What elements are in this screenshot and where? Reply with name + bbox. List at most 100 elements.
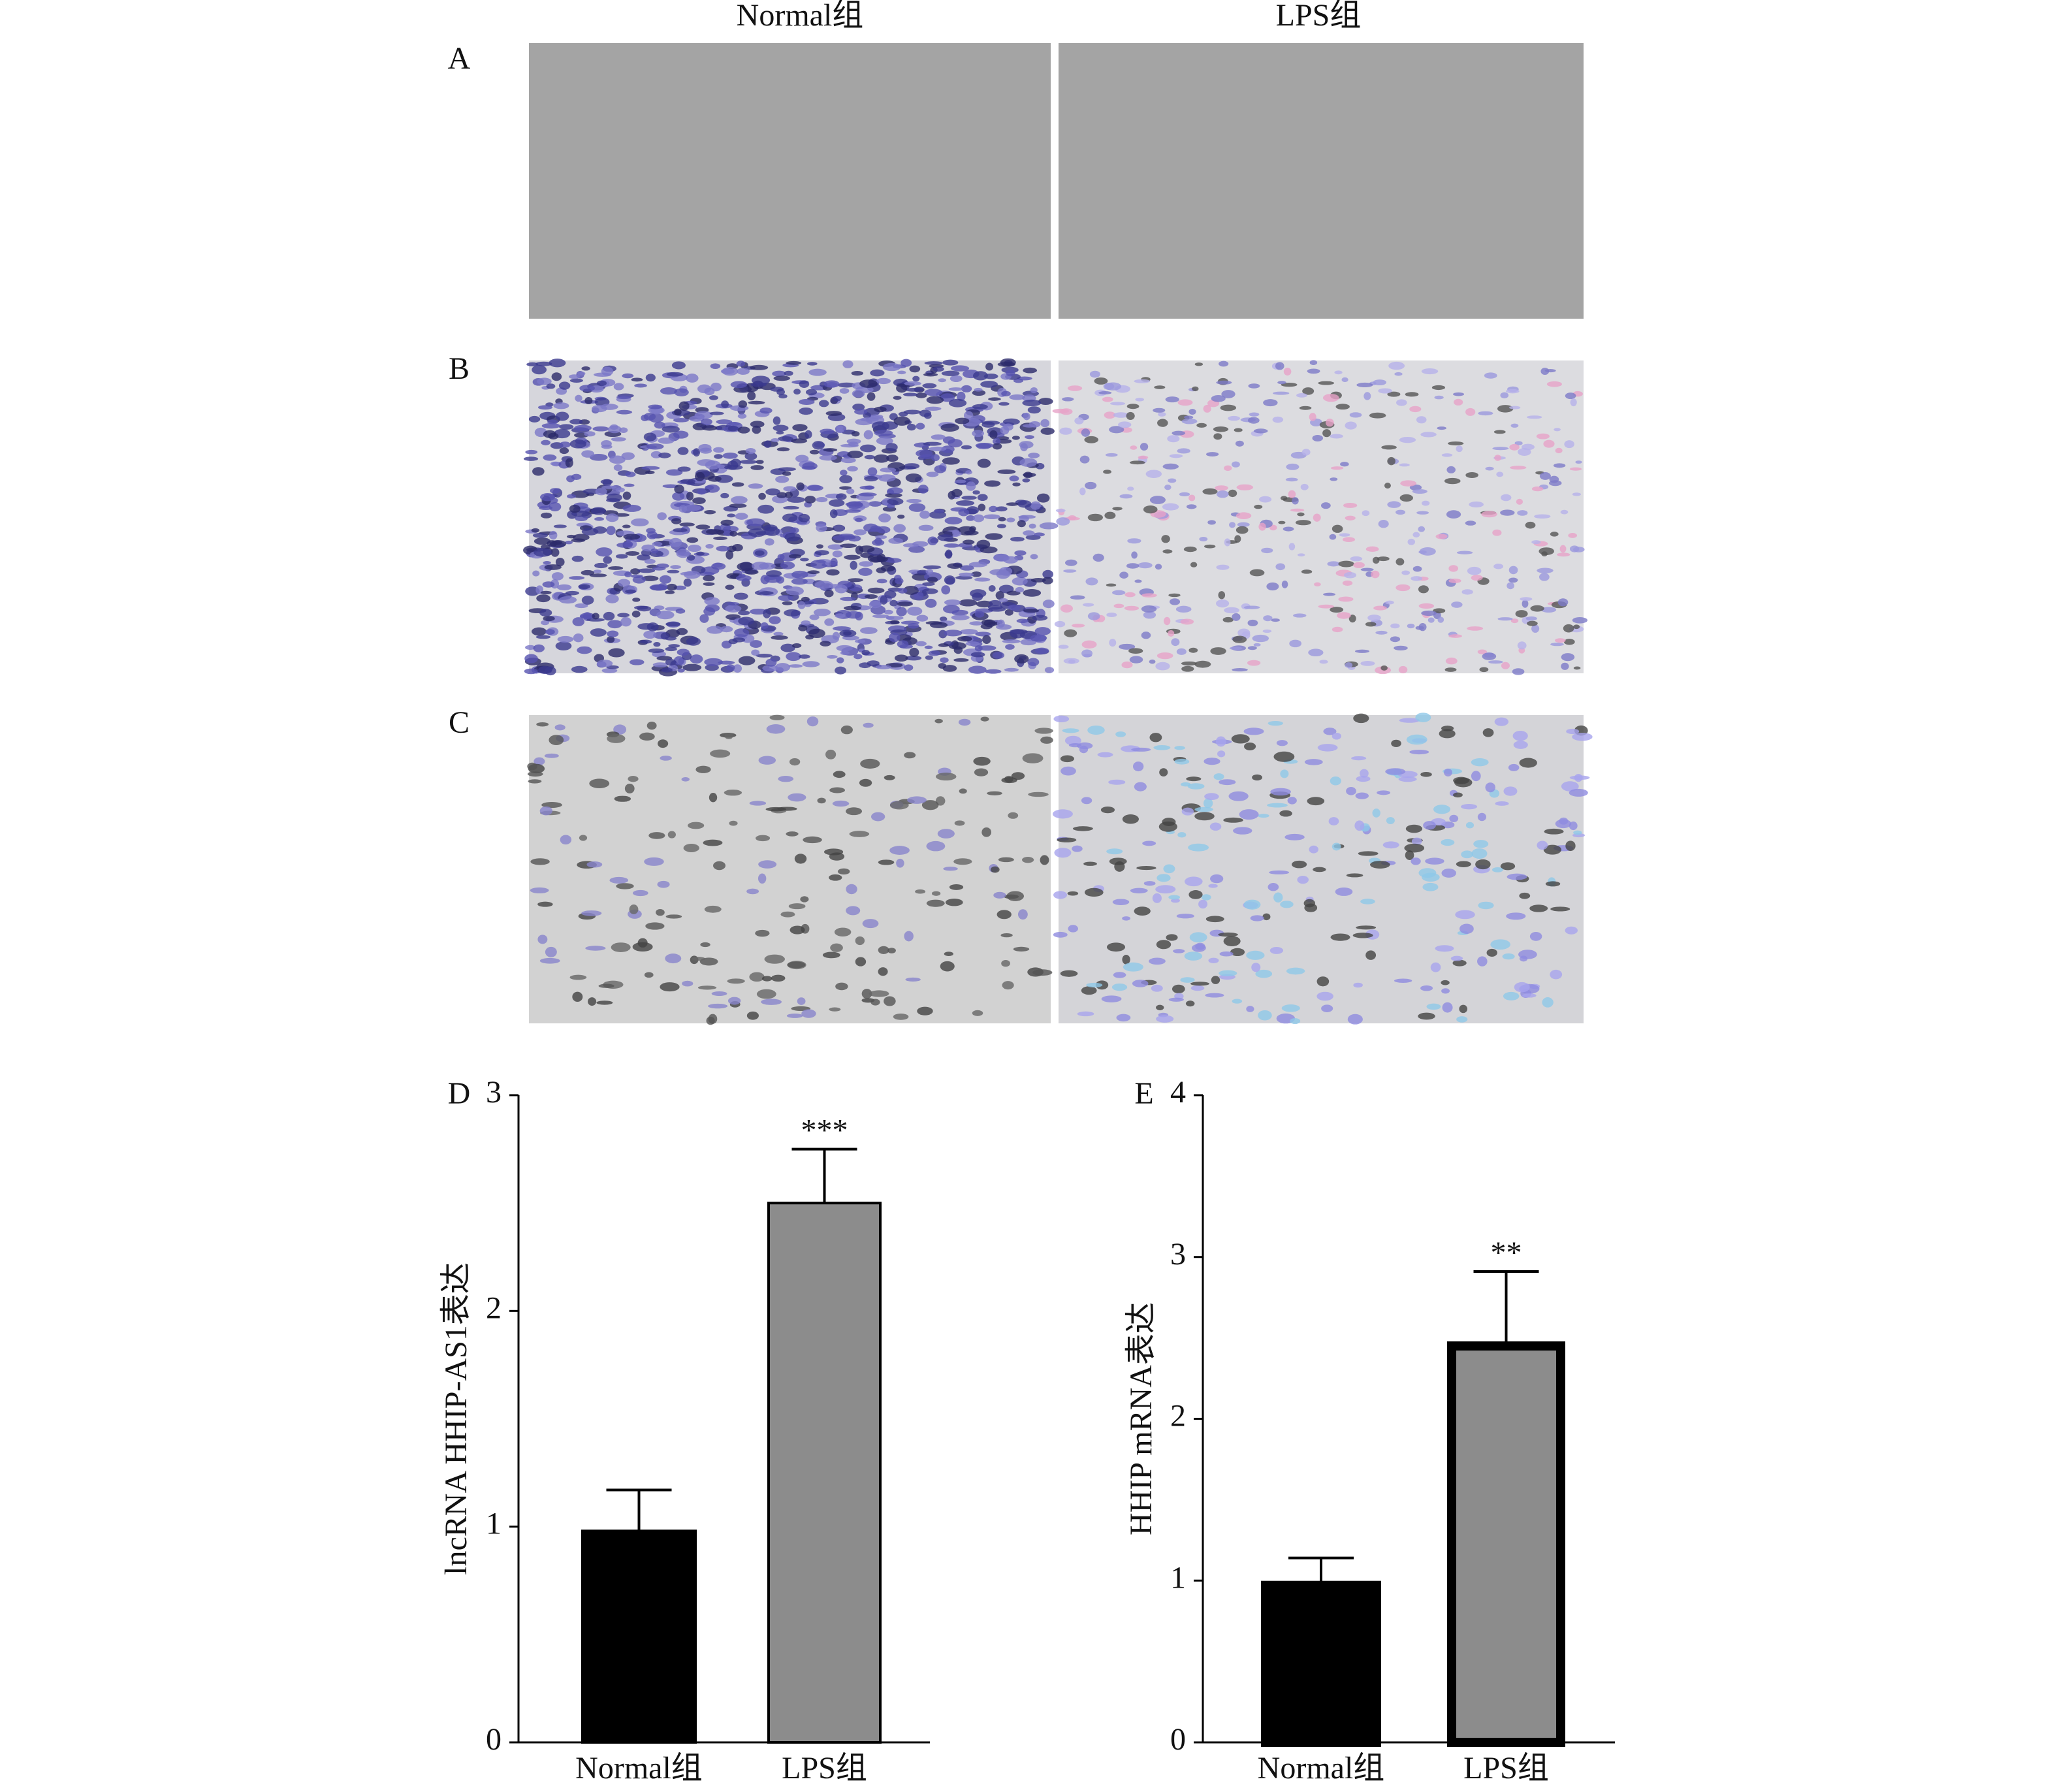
cell [1465, 472, 1478, 478]
panel-label: D [448, 1076, 471, 1111]
cell [952, 529, 960, 537]
cell [829, 1007, 841, 1012]
cell [961, 385, 972, 392]
x-tick-label: LPS组 [782, 1751, 867, 1785]
cell [683, 578, 692, 587]
cell [1236, 526, 1249, 534]
cell [579, 835, 588, 841]
cell [1155, 564, 1162, 570]
cell [551, 572, 564, 581]
cell [641, 575, 659, 581]
cell [1208, 957, 1219, 963]
cell [1479, 667, 1489, 673]
cell [1570, 398, 1577, 407]
cell [668, 644, 680, 648]
cell [1371, 570, 1380, 579]
cell [784, 532, 801, 541]
cell [837, 657, 844, 664]
cell [1322, 429, 1331, 438]
cell [527, 762, 537, 771]
cell [837, 382, 856, 388]
cell [1520, 597, 1533, 601]
cell [1537, 840, 1548, 850]
cell [1342, 537, 1356, 543]
cell [677, 447, 689, 455]
cell [1434, 395, 1444, 400]
cell [525, 449, 538, 455]
cell [783, 505, 799, 510]
cell [786, 1014, 803, 1018]
cell [667, 583, 677, 591]
cell [1218, 591, 1226, 600]
cell [684, 570, 701, 579]
cell [802, 462, 818, 470]
cell [1059, 427, 1072, 435]
cell [1323, 728, 1337, 735]
cell [1525, 616, 1537, 621]
cell [596, 547, 613, 557]
cell [596, 380, 607, 387]
cell [1409, 749, 1429, 755]
cell [1292, 497, 1299, 505]
cell [977, 494, 988, 502]
cell [686, 374, 699, 383]
cell [882, 362, 901, 372]
cell [1151, 984, 1163, 992]
cell [1157, 419, 1168, 427]
cell [1418, 550, 1427, 554]
cell [1509, 443, 1520, 451]
cell [1561, 781, 1579, 792]
cell [644, 558, 656, 564]
cell [756, 989, 776, 999]
cell [1234, 535, 1241, 543]
cell [1109, 857, 1127, 865]
cell [549, 735, 564, 745]
cell [972, 404, 988, 410]
cell [809, 449, 820, 455]
cell [1112, 899, 1130, 905]
cell [893, 524, 906, 533]
cell [586, 861, 603, 868]
cell [813, 608, 831, 616]
cell [555, 411, 569, 421]
cell [1373, 605, 1387, 611]
cell [632, 576, 646, 584]
cell [630, 574, 643, 579]
cell [1268, 883, 1279, 891]
cell [758, 492, 766, 500]
cell [1411, 857, 1421, 865]
cell [1103, 470, 1111, 474]
cell [867, 587, 885, 594]
cell [1354, 649, 1370, 653]
cell [925, 621, 942, 625]
cell [944, 575, 955, 585]
cell [876, 567, 886, 573]
cell [1237, 628, 1251, 637]
cell [673, 418, 689, 423]
cell [1180, 618, 1194, 625]
cell [864, 475, 878, 482]
cell [1134, 782, 1147, 792]
cell [1444, 768, 1452, 776]
cell [1181, 665, 1194, 672]
cell [559, 424, 574, 430]
x-tick-label: Normal组 [575, 1751, 703, 1785]
cell [650, 548, 658, 554]
cell [1070, 595, 1085, 600]
cell [1318, 381, 1335, 385]
cell [1113, 603, 1124, 609]
cell [1231, 461, 1240, 468]
cell [869, 600, 882, 609]
cell [884, 996, 896, 1006]
cell [665, 953, 682, 964]
cell [1064, 735, 1081, 746]
cell [1387, 456, 1395, 466]
cell [714, 454, 723, 459]
cell [1275, 563, 1286, 571]
cell [810, 560, 828, 569]
cell [686, 491, 694, 501]
cell [534, 537, 551, 545]
cell [1009, 475, 1019, 482]
cell [1561, 653, 1575, 662]
cell [735, 513, 748, 520]
